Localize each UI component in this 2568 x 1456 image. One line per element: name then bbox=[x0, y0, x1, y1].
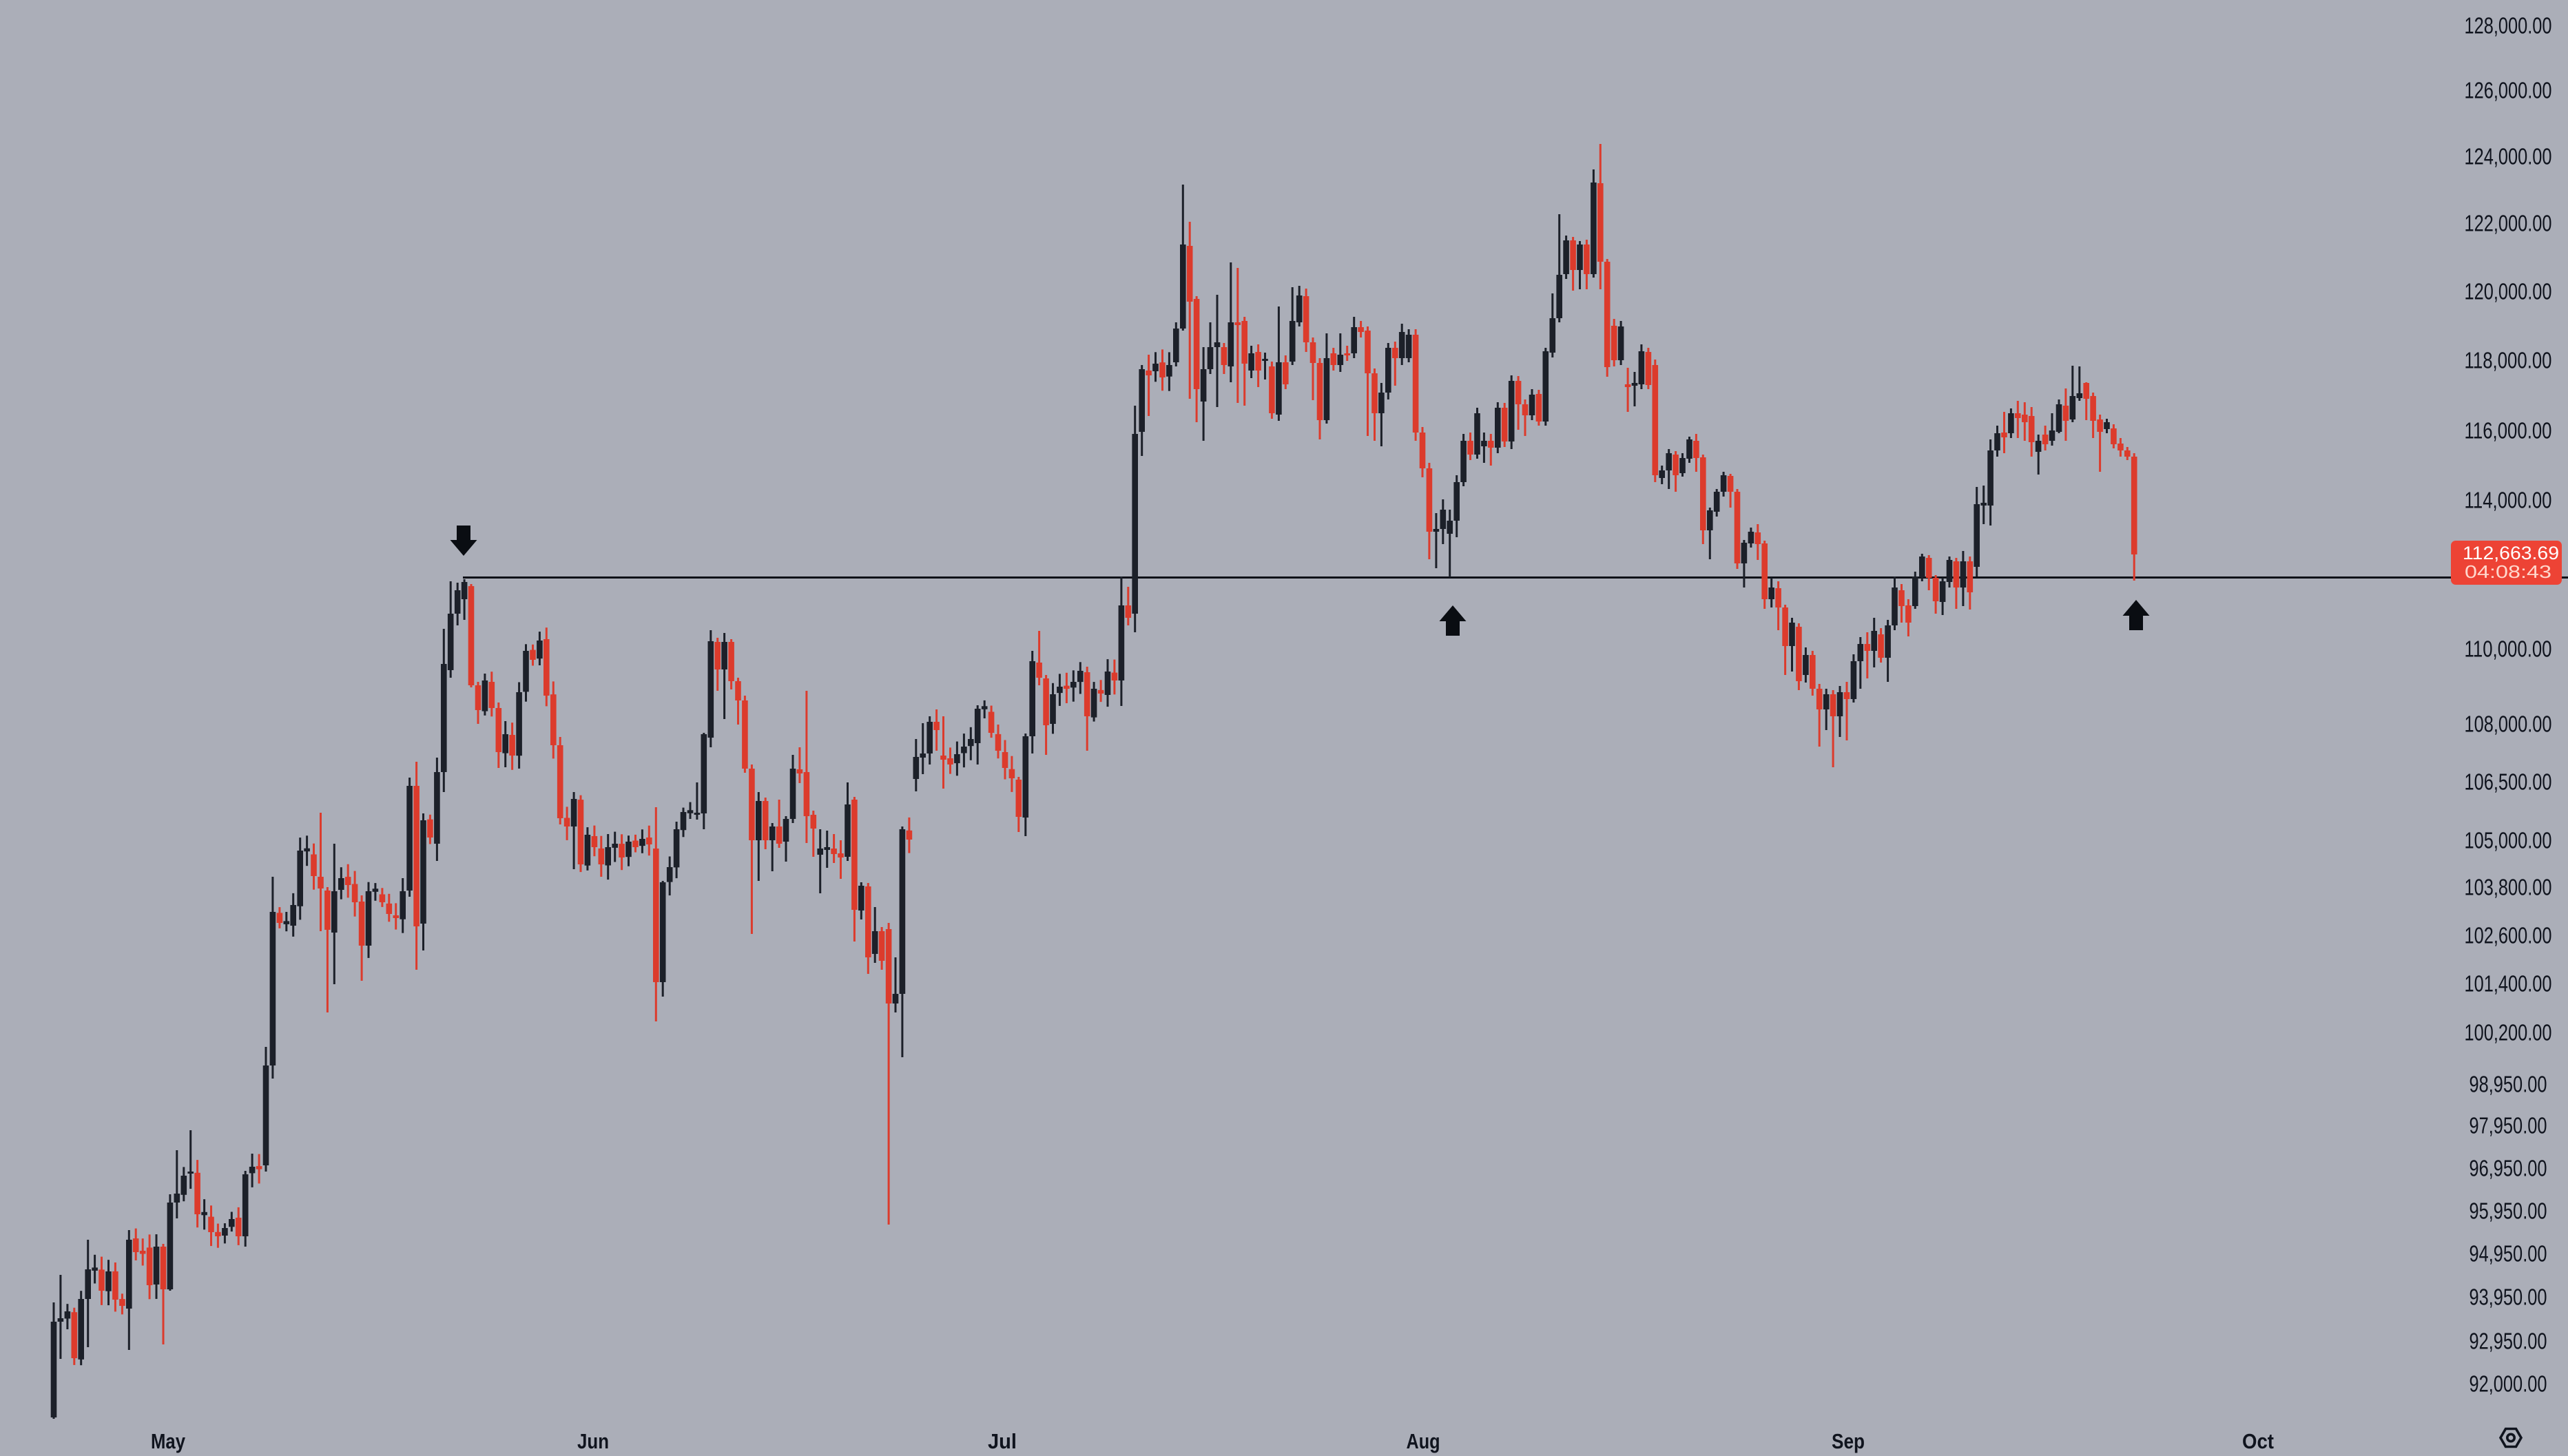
svg-text:92,000.00: 92,000.00 bbox=[2469, 1371, 2547, 1397]
svg-text:116,000.00: 116,000.00 bbox=[2465, 418, 2552, 444]
svg-text:126,000.00: 126,000.00 bbox=[2465, 78, 2552, 103]
svg-text:Sep: Sep bbox=[1832, 1429, 1865, 1453]
svg-text:106,500.00: 106,500.00 bbox=[2465, 769, 2552, 795]
svg-text:98,950.00: 98,950.00 bbox=[2469, 1072, 2547, 1097]
svg-text:Jul: Jul bbox=[988, 1429, 1017, 1453]
svg-text:114,000.00: 114,000.00 bbox=[2465, 488, 2552, 513]
svg-text:Jun: Jun bbox=[577, 1429, 609, 1453]
svg-text:128,000.00: 128,000.00 bbox=[2465, 13, 2552, 39]
svg-text:108,000.00: 108,000.00 bbox=[2465, 711, 2552, 737]
svg-text:124,000.00: 124,000.00 bbox=[2465, 144, 2552, 169]
svg-text:92,950.00: 92,950.00 bbox=[2469, 1329, 2547, 1354]
svg-text:110,000.00: 110,000.00 bbox=[2465, 636, 2552, 662]
svg-text:105,000.00: 105,000.00 bbox=[2465, 828, 2552, 853]
svg-text:122,000.00: 122,000.00 bbox=[2465, 211, 2552, 236]
svg-text:100,200.00: 100,200.00 bbox=[2465, 1020, 2552, 1046]
svg-text:Oct: Oct bbox=[2242, 1429, 2274, 1453]
svg-text:96,950.00: 96,950.00 bbox=[2469, 1156, 2547, 1181]
svg-text:120,000.00: 120,000.00 bbox=[2465, 279, 2552, 304]
svg-text:102,600.00: 102,600.00 bbox=[2465, 923, 2552, 948]
svg-text:Aug: Aug bbox=[1407, 1429, 1440, 1453]
svg-text:103,800.00: 103,800.00 bbox=[2465, 875, 2552, 900]
svg-text:118,000.00: 118,000.00 bbox=[2465, 348, 2552, 373]
svg-text:101,400.00: 101,400.00 bbox=[2465, 971, 2552, 997]
svg-text:94,950.00: 94,950.00 bbox=[2469, 1241, 2547, 1267]
svg-text:93,950.00: 93,950.00 bbox=[2469, 1285, 2547, 1310]
svg-text:97,950.00: 97,950.00 bbox=[2469, 1113, 2547, 1138]
svg-text:May: May bbox=[151, 1429, 186, 1453]
svg-text:95,950.00: 95,950.00 bbox=[2469, 1198, 2547, 1224]
svg-text:112,663.69: 112,663.69 bbox=[2463, 543, 2559, 563]
svg-text:04:08:43: 04:08:43 bbox=[2465, 561, 2551, 582]
